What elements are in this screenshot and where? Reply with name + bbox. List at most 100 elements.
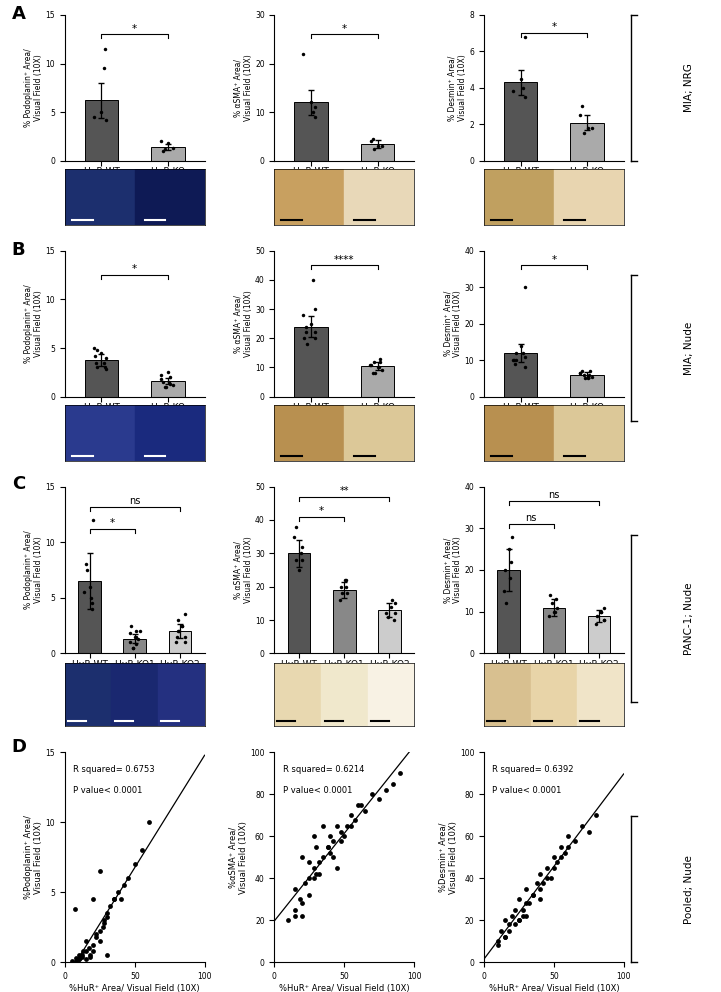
- Point: [101, 947, 112, 963]
- Point: [499, 913, 510, 929]
- Y-axis label: %Podoplanin⁺ Area/
Visual Field (10X): %Podoplanin⁺ Area/ Visual Field (10X): [24, 815, 43, 900]
- Point: [143, 814, 154, 830]
- Point: [90, 930, 102, 945]
- Text: MIA; NRG: MIA; NRG: [684, 63, 694, 112]
- Bar: [275, 169, 345, 224]
- Bar: [169, 631, 191, 654]
- Point: [520, 881, 531, 897]
- Bar: [79, 581, 101, 654]
- Point: [76, 948, 87, 964]
- Point: [555, 849, 567, 865]
- Bar: [361, 144, 394, 161]
- Text: A: A: [12, 5, 26, 23]
- Point: [513, 892, 525, 908]
- Point: [548, 860, 559, 876]
- Point: [299, 875, 311, 891]
- Point: [520, 896, 531, 912]
- Bar: [85, 360, 118, 397]
- Y-axis label: % αSMA⁺ Area/
Visual Field (10X): % αSMA⁺ Area/ Visual Field (10X): [234, 291, 253, 357]
- Point: [84, 947, 96, 963]
- Point: [360, 804, 371, 819]
- Bar: [484, 663, 531, 726]
- Bar: [504, 82, 537, 161]
- Point: [90, 927, 102, 942]
- Point: [94, 933, 105, 949]
- Point: [71, 953, 81, 969]
- Point: [545, 870, 557, 886]
- Point: [495, 923, 506, 938]
- Text: ns: ns: [129, 496, 141, 506]
- Point: [559, 845, 571, 861]
- Bar: [368, 663, 414, 726]
- Bar: [570, 122, 603, 161]
- Text: *: *: [552, 255, 557, 265]
- Point: [327, 849, 339, 865]
- Point: [115, 892, 127, 908]
- Point: [104, 899, 115, 915]
- Y-axis label: % Podoplanin⁺ Area/
Visual Field (10X): % Podoplanin⁺ Area/ Visual Field (10X): [24, 285, 43, 363]
- Bar: [345, 405, 414, 460]
- Point: [324, 845, 336, 861]
- Point: [562, 828, 574, 844]
- Point: [499, 930, 510, 945]
- Point: [94, 863, 105, 879]
- Point: [304, 853, 315, 869]
- Point: [290, 881, 301, 897]
- Point: [69, 901, 81, 917]
- Point: [534, 881, 546, 897]
- Point: [87, 937, 99, 953]
- Bar: [294, 326, 327, 397]
- Point: [66, 953, 78, 969]
- Point: [296, 896, 308, 912]
- Text: *: *: [132, 24, 137, 34]
- Text: Pooled; Nude: Pooled; Nude: [684, 855, 694, 924]
- Point: [353, 797, 364, 812]
- Point: [290, 902, 301, 918]
- Y-axis label: % Desmin⁺ Area/
Visual Field (10X): % Desmin⁺ Area/ Visual Field (10X): [443, 291, 462, 357]
- Point: [308, 828, 319, 844]
- Bar: [158, 663, 205, 726]
- Point: [322, 839, 333, 855]
- Point: [569, 832, 580, 848]
- Point: [541, 870, 552, 886]
- Text: *: *: [552, 23, 557, 33]
- Bar: [484, 405, 554, 460]
- Bar: [378, 610, 401, 654]
- Point: [304, 887, 315, 903]
- X-axis label: %HuR⁺ Area/ Visual Field (10X): %HuR⁺ Area/ Visual Field (10X): [279, 984, 410, 992]
- Point: [87, 943, 99, 959]
- Text: R squared= 0.6214: R squared= 0.6214: [283, 765, 364, 774]
- Point: [94, 924, 105, 939]
- Point: [136, 842, 148, 858]
- Bar: [504, 353, 537, 397]
- Point: [513, 913, 525, 929]
- Bar: [543, 607, 565, 654]
- Point: [322, 839, 333, 855]
- Point: [294, 892, 306, 908]
- Bar: [151, 147, 185, 161]
- Point: [317, 849, 329, 865]
- Point: [122, 870, 133, 886]
- Point: [80, 933, 92, 949]
- Point: [583, 824, 595, 840]
- Y-axis label: % Podoplanin⁺ Area/
Visual Field (10X): % Podoplanin⁺ Area/ Visual Field (10X): [24, 531, 43, 609]
- Point: [350, 811, 361, 827]
- Point: [311, 839, 322, 855]
- Point: [345, 807, 357, 823]
- Point: [73, 951, 84, 967]
- Point: [355, 797, 367, 812]
- Point: [118, 877, 129, 893]
- Point: [98, 916, 110, 931]
- Text: MIA; Nude: MIA; Nude: [684, 321, 694, 375]
- Point: [503, 923, 515, 938]
- Point: [499, 930, 510, 945]
- Point: [518, 908, 529, 924]
- Point: [576, 818, 588, 834]
- Text: P value< 0.0001: P value< 0.0001: [283, 786, 352, 795]
- Point: [101, 910, 112, 926]
- Point: [506, 908, 518, 924]
- Y-axis label: % αSMA⁺ Area/
Visual Field (10X): % αSMA⁺ Area/ Visual Field (10X): [234, 537, 253, 603]
- Point: [492, 933, 504, 949]
- Point: [73, 947, 84, 963]
- Point: [373, 791, 385, 806]
